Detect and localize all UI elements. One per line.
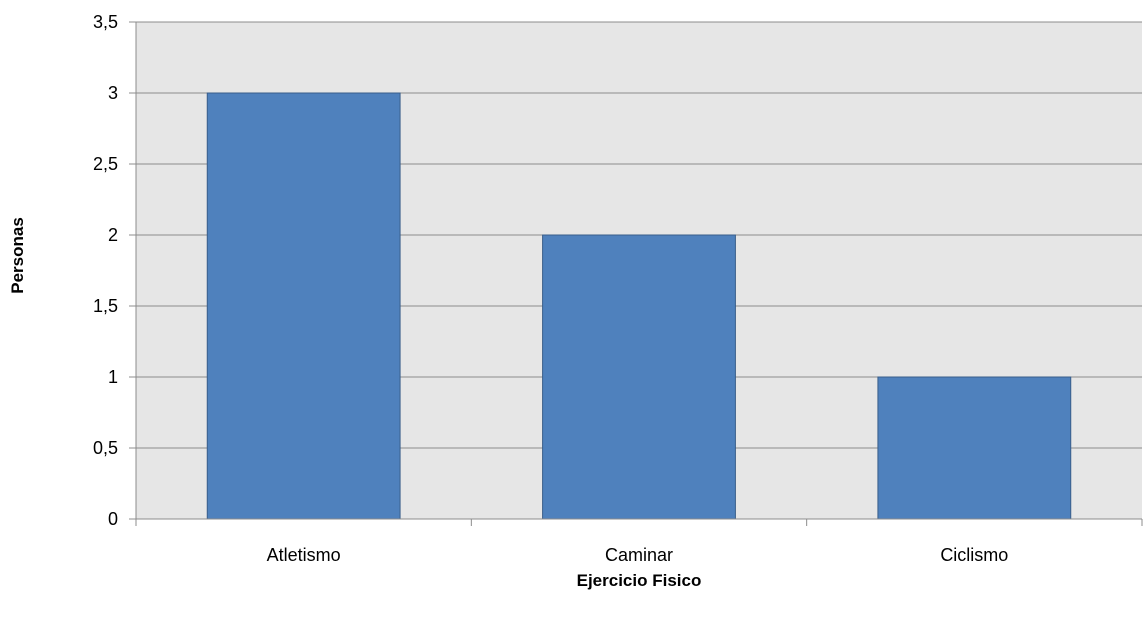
x-axis-title: Ejercicio Fisico: [577, 571, 702, 590]
bars: [206, 92, 1072, 520]
y-tick-labels: 0 0,5 1 1,5 2 2,5 3 3,5: [93, 12, 118, 529]
y-tick-label: 2,5: [93, 154, 118, 174]
bar-atletismo: [206, 92, 401, 520]
y-tick-label: 3: [108, 83, 118, 103]
y-tick-label: 2: [108, 225, 118, 245]
x-tick-label: Caminar: [605, 545, 673, 565]
y-tick-label: 3,5: [93, 12, 118, 32]
y-axis-title: Personas: [8, 217, 27, 294]
y-tick-label: 0,5: [93, 438, 118, 458]
x-tick-labels: Atletismo Caminar Ciclismo: [267, 545, 1009, 565]
x-tick-label: Ciclismo: [940, 545, 1008, 565]
bar-ciclismo: [877, 376, 1072, 520]
y-tick-label: 1: [108, 367, 118, 387]
y-tick-label: 1,5: [93, 296, 118, 316]
x-tick-label: Atletismo: [267, 545, 341, 565]
axes: [135, 22, 1143, 526]
y-tick-label: 0: [108, 509, 118, 529]
bar-caminar: [542, 234, 736, 520]
